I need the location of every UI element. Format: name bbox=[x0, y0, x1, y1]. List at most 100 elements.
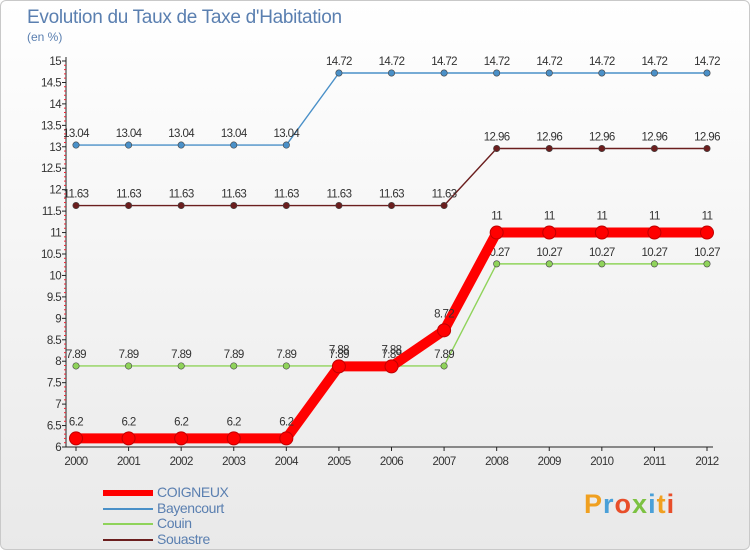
data-point-bayencourt bbox=[125, 141, 133, 149]
legend-label-couin: Couin bbox=[157, 515, 192, 531]
logo-letter: i bbox=[648, 489, 657, 519]
x-tick-label: 2008 bbox=[485, 456, 508, 468]
data-label-souastre: 11.63 bbox=[64, 189, 89, 201]
data-point-bayencourt bbox=[177, 141, 185, 149]
data-label-coigneux: 6.2 bbox=[227, 416, 241, 428]
data-label-bayencourt: 14.72 bbox=[642, 56, 668, 68]
logo-letter: r bbox=[603, 489, 615, 519]
data-point-coigneux bbox=[700, 225, 714, 240]
data-point-souastre bbox=[177, 202, 185, 210]
data-point-bayencourt bbox=[598, 69, 606, 77]
data-label-souastre: 11.63 bbox=[169, 189, 194, 201]
data-point-couin bbox=[125, 362, 133, 370]
data-label-bayencourt: 13.04 bbox=[168, 128, 195, 140]
data-label-couin: 10.27 bbox=[589, 247, 615, 259]
x-tick-label: 2005 bbox=[327, 456, 350, 468]
data-point-coigneux bbox=[279, 431, 294, 446]
x-tick-label: 2000 bbox=[64, 456, 87, 468]
data-label-couin: 7.89 bbox=[66, 349, 86, 361]
data-point-bayencourt bbox=[493, 69, 501, 77]
data-label-souastre: 12.96 bbox=[642, 131, 668, 143]
data-point-souastre bbox=[703, 144, 711, 152]
data-point-couin bbox=[703, 260, 711, 268]
data-label-bayencourt: 13.04 bbox=[63, 128, 90, 140]
legend-swatch-coigneux bbox=[103, 490, 153, 496]
data-label-souastre: 11.63 bbox=[432, 189, 457, 201]
y-tick-label: 14 bbox=[49, 99, 62, 111]
legend-label-souastre: Souastre bbox=[157, 530, 210, 547]
data-label-souastre: 12.96 bbox=[694, 131, 720, 143]
data-label-couin: 10.27 bbox=[642, 247, 668, 259]
data-label-bayencourt: 14.72 bbox=[536, 56, 562, 68]
data-point-bayencourt bbox=[650, 69, 658, 77]
x-tick-label: 2006 bbox=[380, 456, 403, 468]
y-tick-label: 8.5 bbox=[47, 335, 61, 347]
x-tick-label: 2003 bbox=[222, 456, 245, 468]
y-tick-label: 9.5 bbox=[47, 292, 61, 304]
data-label-coigneux: 11 bbox=[544, 211, 555, 223]
data-point-souastre bbox=[72, 202, 80, 210]
data-point-souastre bbox=[650, 144, 658, 152]
logo-letter: t bbox=[656, 489, 667, 519]
y-tick-label: 10.5 bbox=[41, 249, 61, 261]
data-point-souastre bbox=[440, 202, 448, 210]
data-point-souastre bbox=[598, 144, 606, 152]
data-point-bayencourt bbox=[545, 69, 553, 77]
data-point-bayencourt bbox=[282, 141, 290, 149]
y-tick-label: 12.5 bbox=[41, 163, 61, 175]
logo-letter: i bbox=[666, 489, 676, 519]
y-tick-label: 9 bbox=[55, 313, 61, 325]
x-tick-label: 2002 bbox=[170, 456, 193, 468]
x-tick-label: 2009 bbox=[538, 456, 561, 468]
data-label-bayencourt: 14.72 bbox=[694, 56, 720, 68]
data-label-souastre: 12.96 bbox=[484, 131, 510, 143]
data-label-souastre: 11.63 bbox=[274, 189, 299, 201]
chart-subtitle: (en %) bbox=[27, 30, 63, 44]
data-point-coigneux bbox=[594, 225, 609, 240]
data-label-bayencourt: 14.72 bbox=[589, 56, 615, 68]
data-point-coigneux bbox=[226, 431, 241, 446]
y-tick-label: 13 bbox=[49, 142, 61, 154]
data-label-couin: 7.89 bbox=[119, 349, 139, 361]
y-tick-label: 6 bbox=[55, 442, 61, 454]
data-label-coigneux: 7.88 bbox=[382, 344, 402, 356]
data-label-bayencourt: 13.04 bbox=[221, 128, 248, 140]
data-label-souastre: 11.63 bbox=[221, 189, 246, 201]
data-point-souastre bbox=[125, 202, 133, 210]
y-tick-label: 14.5 bbox=[41, 77, 61, 89]
data-point-coigneux bbox=[542, 225, 557, 240]
data-label-coigneux: 6.2 bbox=[69, 416, 83, 428]
data-label-coigneux: 11 bbox=[491, 211, 502, 223]
data-label-coigneux: 6.2 bbox=[174, 416, 188, 428]
data-label-bayencourt: 13.04 bbox=[116, 128, 143, 140]
data-point-coigneux bbox=[174, 431, 189, 446]
data-point-couin bbox=[545, 260, 553, 268]
data-label-coigneux: 11 bbox=[596, 211, 607, 223]
y-tick-label: 11 bbox=[50, 228, 61, 240]
data-label-coigneux: 8.72 bbox=[434, 308, 454, 320]
y-tick-label: 15 bbox=[49, 56, 61, 68]
data-label-souastre: 12.96 bbox=[589, 131, 615, 143]
data-point-coigneux bbox=[384, 359, 399, 374]
data-point-bayencourt bbox=[335, 69, 343, 77]
y-tick-label: 6.5 bbox=[47, 421, 61, 433]
x-tick-label: 2004 bbox=[275, 456, 299, 468]
logo-letter: P bbox=[584, 489, 604, 519]
legend-label-coigneux: COIGNEUX bbox=[157, 484, 229, 500]
data-point-couin bbox=[177, 362, 185, 370]
data-label-souastre: 12.96 bbox=[536, 131, 562, 143]
data-label-souastre: 11.63 bbox=[379, 189, 404, 201]
y-tick-label: 12 bbox=[49, 185, 61, 197]
data-point-souastre bbox=[493, 144, 501, 152]
data-point-coigneux bbox=[69, 431, 83, 446]
y-tick-label: 8 bbox=[55, 356, 61, 368]
data-point-bayencourt bbox=[72, 141, 80, 149]
logo-letter: x bbox=[632, 489, 649, 519]
data-point-bayencourt bbox=[703, 69, 711, 77]
data-label-bayencourt: 14.72 bbox=[431, 56, 457, 68]
data-point-coigneux bbox=[647, 225, 662, 240]
data-point-souastre bbox=[335, 202, 343, 210]
data-point-souastre bbox=[387, 202, 395, 210]
data-label-couin: 7.89 bbox=[224, 349, 244, 361]
